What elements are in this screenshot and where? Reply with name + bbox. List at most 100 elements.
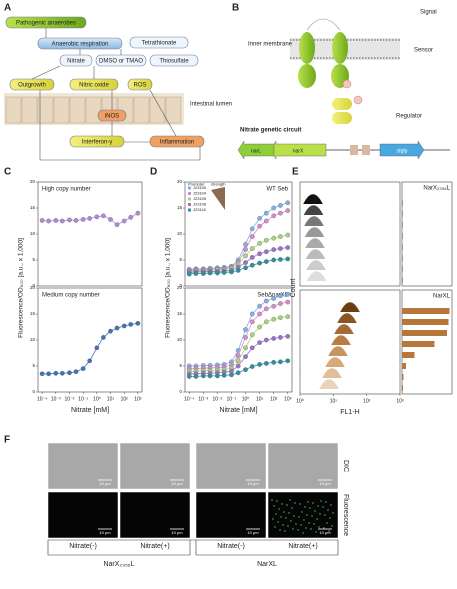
legend-swatch — [188, 203, 191, 206]
data-point — [257, 223, 262, 229]
fluorescent-cell — [284, 530, 286, 532]
bar — [402, 222, 403, 228]
data-point — [243, 242, 248, 247]
fluorescent-cell — [313, 523, 315, 525]
plot-frame — [401, 181, 453, 287]
panel-letter: E — [292, 167, 299, 178]
plot-frame — [299, 181, 401, 287]
fluorescent-cell — [286, 504, 288, 506]
fluorescent-cell — [310, 528, 312, 530]
data-point — [278, 203, 283, 208]
fluorescent-cell — [280, 516, 282, 518]
data-point — [59, 370, 65, 376]
data-point — [249, 226, 255, 232]
data-point — [200, 271, 206, 276]
box — [69, 135, 125, 148]
x-axis-label: Nitrate [mM] — [219, 407, 257, 414]
label: Nitric oxide — [79, 83, 109, 89]
y-tick-label: 5 — [32, 363, 35, 368]
scale-label: 10 μm — [247, 530, 259, 535]
scale-label: 10 μm — [99, 530, 111, 535]
label: Intestinal lumen — [190, 102, 232, 108]
fluorescent-cell — [314, 510, 316, 512]
scale-label: 10 μm — [171, 481, 183, 486]
data-point — [278, 293, 283, 299]
data-point — [200, 373, 206, 379]
y-tick-label: 0 — [32, 389, 35, 394]
data-point — [278, 210, 283, 216]
cell — [37, 96, 54, 124]
fluorescent-cell — [291, 507, 293, 509]
x-axis-label: Nitrate [mM] — [71, 407, 109, 414]
data-point — [114, 222, 120, 227]
data-point — [278, 234, 283, 239]
x-tick-label: 10⁻⁴ — [184, 396, 194, 402]
label: Inner membrane — [248, 42, 293, 48]
x-tick-label: 10⁻⁴ — [37, 396, 47, 402]
x-tick-label: 10⁻¹ — [227, 396, 237, 402]
box — [59, 54, 93, 67]
x-tick-label: 10⁻¹ — [78, 396, 88, 402]
data-point — [235, 358, 241, 364]
box — [127, 78, 153, 91]
data-point — [59, 218, 65, 224]
histogram — [300, 204, 400, 216]
fluorescent-cell — [307, 501, 309, 503]
fluorescent-cell — [311, 515, 313, 517]
y-tick-label: 10 — [177, 231, 183, 236]
fluorescent-cell — [317, 505, 319, 507]
fluorescent-cell — [274, 526, 276, 528]
histogram — [300, 226, 400, 238]
data-point — [285, 358, 291, 364]
data-point — [263, 210, 269, 216]
data-point — [114, 325, 120, 331]
fluorescent-cell — [272, 518, 274, 520]
bracket — [47, 540, 191, 556]
box — [9, 78, 55, 91]
data-point — [257, 251, 262, 257]
x-axis-label: FL1-H — [340, 409, 359, 416]
label: DMSO or TMAO — [99, 59, 143, 65]
fluorescent-cell — [318, 526, 320, 528]
x-tick-label: 10³ — [284, 396, 292, 402]
fluorescent-cell — [322, 506, 324, 508]
label: iNOS — [105, 114, 119, 120]
data-point — [263, 259, 269, 264]
histogram — [300, 345, 400, 357]
fluorescent-cell — [326, 522, 328, 524]
fluorescent-cell — [328, 530, 330, 532]
chart-title: High copy number — [42, 187, 91, 193]
fluorescence-image — [119, 491, 191, 539]
data-point — [278, 301, 283, 306]
x-tick-label: 10⁻² — [65, 396, 75, 402]
fluorescent-cell — [316, 518, 318, 520]
data-point — [235, 363, 241, 369]
x-tick-label: 10³ — [396, 398, 404, 404]
fluorescence-image — [47, 491, 119, 539]
fluorescent-cell — [293, 515, 295, 517]
cell — [21, 96, 38, 124]
fluorescent-cell — [330, 504, 332, 506]
data-point — [285, 314, 291, 319]
phosphate — [342, 79, 352, 89]
cell — [5, 96, 22, 124]
data-point — [108, 328, 113, 334]
bar — [402, 363, 406, 369]
row-label: DIC — [342, 460, 349, 472]
fluorescent-cell — [297, 529, 299, 531]
group-label: NarX₂₃₅₆L — [103, 561, 134, 568]
chart-title: NarX₂₃₅₆L — [423, 186, 450, 192]
y-tick-label: 15 — [30, 311, 36, 316]
y-tick-label: 15 — [177, 205, 183, 210]
histogram — [300, 301, 400, 313]
y-axis-label: Count — [290, 279, 297, 298]
box — [149, 135, 205, 148]
scale-label: 10 μm — [99, 481, 111, 486]
data-point — [263, 237, 269, 243]
y-tick-label: 10 — [30, 337, 36, 342]
data-point — [285, 291, 291, 297]
gene-label: sfgfp — [397, 148, 408, 154]
label: Outgrowth — [18, 83, 46, 89]
fluorescent-cell — [301, 511, 303, 513]
fluorescent-cell — [283, 511, 285, 513]
